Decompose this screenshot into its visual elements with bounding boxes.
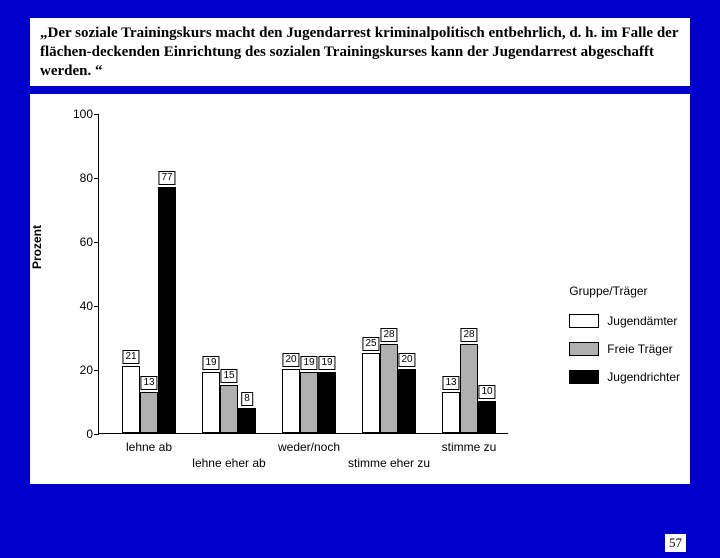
x-category-label: stimme eher zu bbox=[348, 456, 430, 470]
legend-swatch bbox=[569, 370, 599, 384]
quote-text: „Der soziale Trainingskurs macht den Jug… bbox=[30, 18, 690, 86]
bar bbox=[398, 369, 416, 433]
bar bbox=[158, 187, 176, 433]
legend-swatch bbox=[569, 342, 599, 356]
bar bbox=[442, 392, 460, 434]
bar-value-label: 77 bbox=[158, 171, 175, 185]
bar bbox=[300, 372, 318, 433]
bar-value-label: 19 bbox=[318, 356, 335, 370]
y-tick-label: 0 bbox=[65, 427, 93, 441]
bar bbox=[478, 401, 496, 433]
y-tick-label: 80 bbox=[65, 171, 93, 185]
bar-value-label: 28 bbox=[460, 328, 477, 342]
bar-value-label: 20 bbox=[282, 353, 299, 367]
bar-value-label: 13 bbox=[140, 376, 157, 390]
x-category-label: weder/noch bbox=[278, 440, 340, 454]
legend-title: Gruppe/Träger bbox=[569, 284, 680, 298]
bar-value-label: 8 bbox=[241, 392, 253, 406]
x-category-label: lehne ab bbox=[126, 440, 172, 454]
chart-container: Prozent 02040608010021137719158201919252… bbox=[30, 94, 690, 484]
y-tick-label: 60 bbox=[65, 235, 93, 249]
legend-label: Freie Träger bbox=[607, 342, 672, 356]
bar bbox=[460, 344, 478, 434]
bar-value-label: 13 bbox=[442, 376, 459, 390]
bar bbox=[122, 366, 140, 433]
y-tick-mark bbox=[94, 370, 99, 371]
bar-value-label: 19 bbox=[202, 356, 219, 370]
x-category-label: stimme zu bbox=[442, 440, 497, 454]
y-tick-mark bbox=[94, 434, 99, 435]
x-category-label: lehne eher ab bbox=[192, 456, 265, 470]
legend-item: Jugendrichter bbox=[569, 370, 680, 384]
legend-item: Jugendämter bbox=[569, 314, 680, 328]
y-tick-mark bbox=[94, 114, 99, 115]
bar-value-label: 25 bbox=[362, 337, 379, 351]
bar bbox=[202, 372, 220, 433]
legend-swatch bbox=[569, 314, 599, 328]
bar-value-label: 21 bbox=[122, 350, 139, 364]
y-tick-mark bbox=[94, 178, 99, 179]
legend-label: Jugendämter bbox=[607, 314, 677, 328]
legend-item: Freie Träger bbox=[569, 342, 680, 356]
bar bbox=[362, 353, 380, 433]
page-number: 57 bbox=[665, 534, 686, 552]
y-tick-mark bbox=[94, 306, 99, 307]
bar bbox=[282, 369, 300, 433]
bar bbox=[380, 344, 398, 434]
bar bbox=[238, 408, 256, 434]
bar-value-label: 28 bbox=[380, 328, 397, 342]
legend-label: Jugendrichter bbox=[607, 370, 680, 384]
bar-value-label: 19 bbox=[300, 356, 317, 370]
y-tick-mark bbox=[94, 242, 99, 243]
legend: Gruppe/Träger Jugendämter Freie Träger Jug… bbox=[569, 284, 680, 398]
y-tick-label: 20 bbox=[65, 363, 93, 377]
bar bbox=[220, 385, 238, 433]
bar-value-label: 15 bbox=[220, 369, 237, 383]
bar-value-label: 20 bbox=[398, 353, 415, 367]
bar bbox=[140, 392, 158, 434]
y-tick-label: 40 bbox=[65, 299, 93, 313]
plot-area: 0204060801002113771915820191925282013281… bbox=[98, 114, 508, 434]
bar bbox=[318, 372, 336, 433]
y-tick-label: 100 bbox=[65, 107, 93, 121]
bar-value-label: 10 bbox=[478, 385, 495, 399]
y-axis-label: Prozent bbox=[30, 225, 44, 269]
